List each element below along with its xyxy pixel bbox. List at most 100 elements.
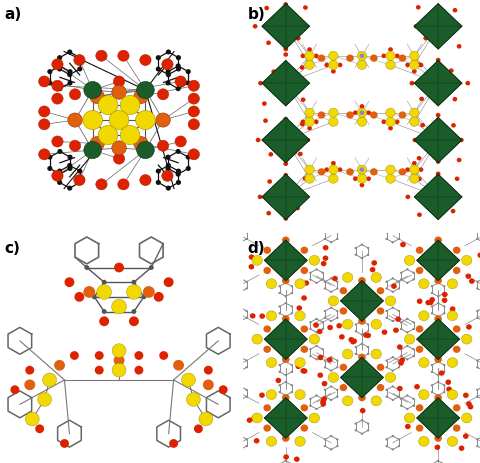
Circle shape <box>452 247 459 254</box>
Circle shape <box>299 66 304 71</box>
Circle shape <box>405 408 408 410</box>
Circle shape <box>134 351 143 360</box>
Circle shape <box>57 56 62 61</box>
Circle shape <box>448 69 453 74</box>
Circle shape <box>436 374 438 376</box>
Polygon shape <box>413 61 461 106</box>
Circle shape <box>430 292 432 294</box>
Circle shape <box>435 113 440 118</box>
Circle shape <box>315 358 317 361</box>
Circle shape <box>398 169 406 176</box>
Circle shape <box>467 404 472 410</box>
Text: b): b) <box>247 7 265 22</box>
Circle shape <box>300 55 305 59</box>
Circle shape <box>166 50 170 56</box>
Circle shape <box>175 87 180 92</box>
Circle shape <box>346 112 353 119</box>
Circle shape <box>315 408 317 410</box>
Circle shape <box>284 361 287 363</box>
Circle shape <box>405 195 409 200</box>
Circle shape <box>156 114 170 128</box>
Circle shape <box>257 195 262 200</box>
Circle shape <box>370 349 381 359</box>
Circle shape <box>323 438 325 440</box>
Circle shape <box>366 324 369 326</box>
Circle shape <box>140 56 151 66</box>
Circle shape <box>458 445 463 451</box>
Circle shape <box>387 127 392 131</box>
Circle shape <box>309 256 319 266</box>
Circle shape <box>381 330 386 335</box>
Circle shape <box>302 177 307 181</box>
Circle shape <box>323 395 325 398</box>
Circle shape <box>348 337 353 343</box>
Circle shape <box>245 281 247 283</box>
Circle shape <box>283 454 288 460</box>
Circle shape <box>452 346 459 353</box>
Circle shape <box>295 364 300 369</box>
Circle shape <box>90 137 104 151</box>
Circle shape <box>309 321 311 324</box>
Circle shape <box>384 281 387 283</box>
Circle shape <box>98 96 118 115</box>
Circle shape <box>323 445 325 447</box>
Circle shape <box>148 265 154 270</box>
Circle shape <box>284 316 287 318</box>
Circle shape <box>405 394 408 397</box>
Circle shape <box>415 425 422 432</box>
Circle shape <box>452 404 459 412</box>
Circle shape <box>38 119 50 131</box>
Circle shape <box>239 356 241 358</box>
Circle shape <box>452 325 459 333</box>
Circle shape <box>294 358 305 368</box>
Circle shape <box>278 306 280 308</box>
Circle shape <box>293 457 299 462</box>
Circle shape <box>338 334 344 340</box>
Circle shape <box>96 51 107 62</box>
Circle shape <box>323 360 325 362</box>
Circle shape <box>384 373 395 382</box>
Circle shape <box>435 212 440 216</box>
Circle shape <box>336 281 338 283</box>
Circle shape <box>67 73 72 78</box>
Circle shape <box>320 400 325 405</box>
Circle shape <box>165 155 170 160</box>
Circle shape <box>342 273 352 283</box>
Circle shape <box>278 313 280 315</box>
Circle shape <box>300 98 305 103</box>
Circle shape <box>354 346 356 348</box>
Circle shape <box>163 278 173 288</box>
Circle shape <box>465 401 471 407</box>
Circle shape <box>283 101 288 105</box>
Circle shape <box>317 355 323 360</box>
Circle shape <box>251 416 256 421</box>
Circle shape <box>329 448 332 450</box>
Circle shape <box>376 364 384 371</box>
Circle shape <box>304 52 314 61</box>
Polygon shape <box>262 175 309 220</box>
Circle shape <box>281 356 289 363</box>
Circle shape <box>232 232 235 234</box>
Circle shape <box>446 358 456 368</box>
Circle shape <box>475 366 478 369</box>
Circle shape <box>283 118 288 122</box>
Circle shape <box>57 64 62 69</box>
Circle shape <box>411 174 416 179</box>
Circle shape <box>391 399 393 401</box>
Circle shape <box>391 228 393 231</box>
Circle shape <box>175 64 180 69</box>
Circle shape <box>193 425 203 433</box>
Circle shape <box>452 267 459 275</box>
Circle shape <box>359 118 363 122</box>
Circle shape <box>453 195 457 200</box>
Circle shape <box>411 355 414 357</box>
Circle shape <box>166 73 170 78</box>
Circle shape <box>54 360 65 371</box>
Circle shape <box>357 118 366 127</box>
Circle shape <box>430 286 432 288</box>
Circle shape <box>329 320 332 323</box>
Circle shape <box>294 279 305 289</box>
Circle shape <box>366 429 369 432</box>
Circle shape <box>329 307 332 309</box>
Circle shape <box>477 253 480 258</box>
